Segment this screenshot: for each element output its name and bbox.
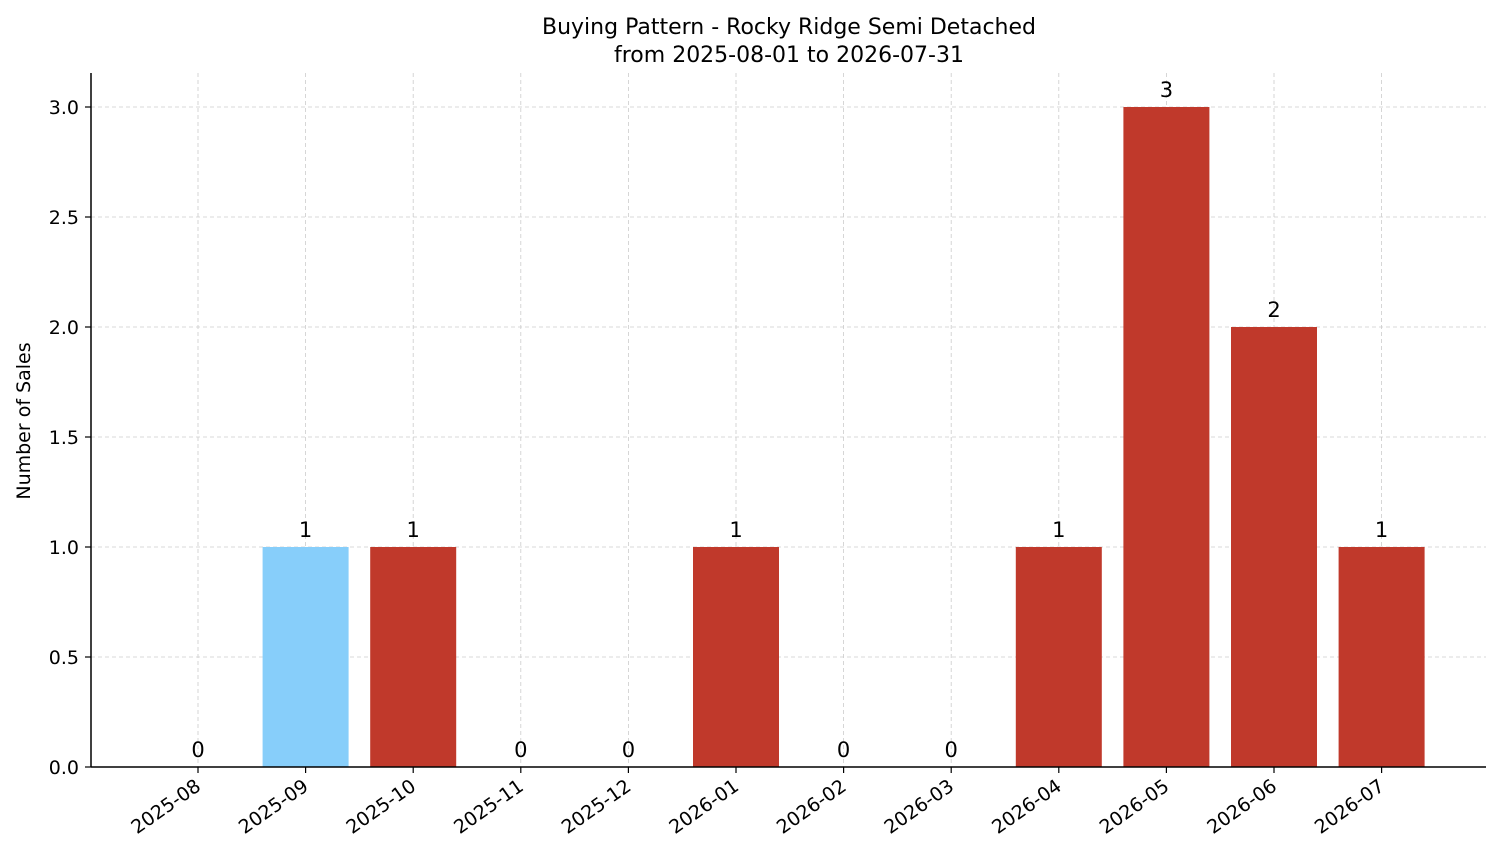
bar-value-label: 3	[1160, 78, 1173, 102]
bar-value-labels: 0 1 1 0 0 1 0 0 1 3 2 1	[191, 78, 1388, 762]
x-tick-label: 2025-12	[558, 775, 636, 839]
bar-2026-01	[693, 547, 779, 767]
bar-value-label: 0	[622, 738, 635, 762]
x-tick-label: 2026-04	[988, 775, 1066, 839]
bar-value-label: 1	[1052, 518, 1065, 542]
bar-2026-06	[1231, 327, 1317, 767]
bar-value-label: 1	[407, 518, 420, 542]
x-tick-label: 2026-05	[1096, 775, 1174, 839]
y-tick-label: 2.5	[49, 207, 79, 229]
bar-value-label: 0	[837, 738, 850, 762]
y-tick-label: 0.0	[49, 757, 79, 779]
y-tick-label: 2.0	[49, 317, 79, 339]
bar-2026-05	[1123, 107, 1210, 767]
bar-value-label: 1	[1375, 518, 1388, 542]
x-tick-label: 2025-10	[342, 775, 420, 839]
y-tick-label: 0.5	[49, 647, 79, 669]
bar-value-label: 2	[1267, 298, 1280, 322]
x-axis-ticks: 2025-08 2025-09 2025-10 2025-11 2025-12 2026-…	[127, 767, 1388, 839]
bar-value-label: 0	[514, 738, 527, 762]
x-tick-label: 2026-03	[880, 775, 958, 839]
y-axis-ticks: 0.0 0.5 1.0 1.5 2.0 2.5 3.0	[49, 97, 91, 779]
x-tick-label: 2026-07	[1311, 775, 1389, 839]
bars	[262, 107, 1425, 767]
bar-2026-04	[1015, 547, 1102, 767]
bar-2025-10	[370, 547, 457, 767]
x-tick-label: 2025-08	[127, 775, 205, 839]
bar-2025-09	[262, 547, 349, 767]
y-tick-label: 1.0	[49, 537, 79, 559]
bar-value-label: 1	[729, 518, 742, 542]
bar-value-label: 0	[191, 738, 204, 762]
bar-value-label: 1	[299, 518, 312, 542]
x-tick-label: 2026-06	[1203, 775, 1281, 839]
x-tick-label: 2025-09	[235, 775, 313, 839]
chart-subtitle: from 2025-08-01 to 2026-07-31	[614, 43, 964, 68]
y-tick-label: 3.0	[49, 97, 79, 119]
chart-title: Buying Pattern - Rocky Ridge Semi Detach…	[542, 15, 1036, 40]
y-axis-label: Number of Sales	[13, 342, 35, 499]
y-tick-label: 1.5	[49, 427, 79, 449]
x-tick-label: 2026-02	[773, 775, 851, 839]
x-tick-label: 2026-01	[665, 775, 743, 839]
x-tick-label: 2025-11	[450, 775, 528, 839]
bar-value-label: 0	[945, 738, 958, 762]
bar-2026-07	[1338, 547, 1425, 767]
